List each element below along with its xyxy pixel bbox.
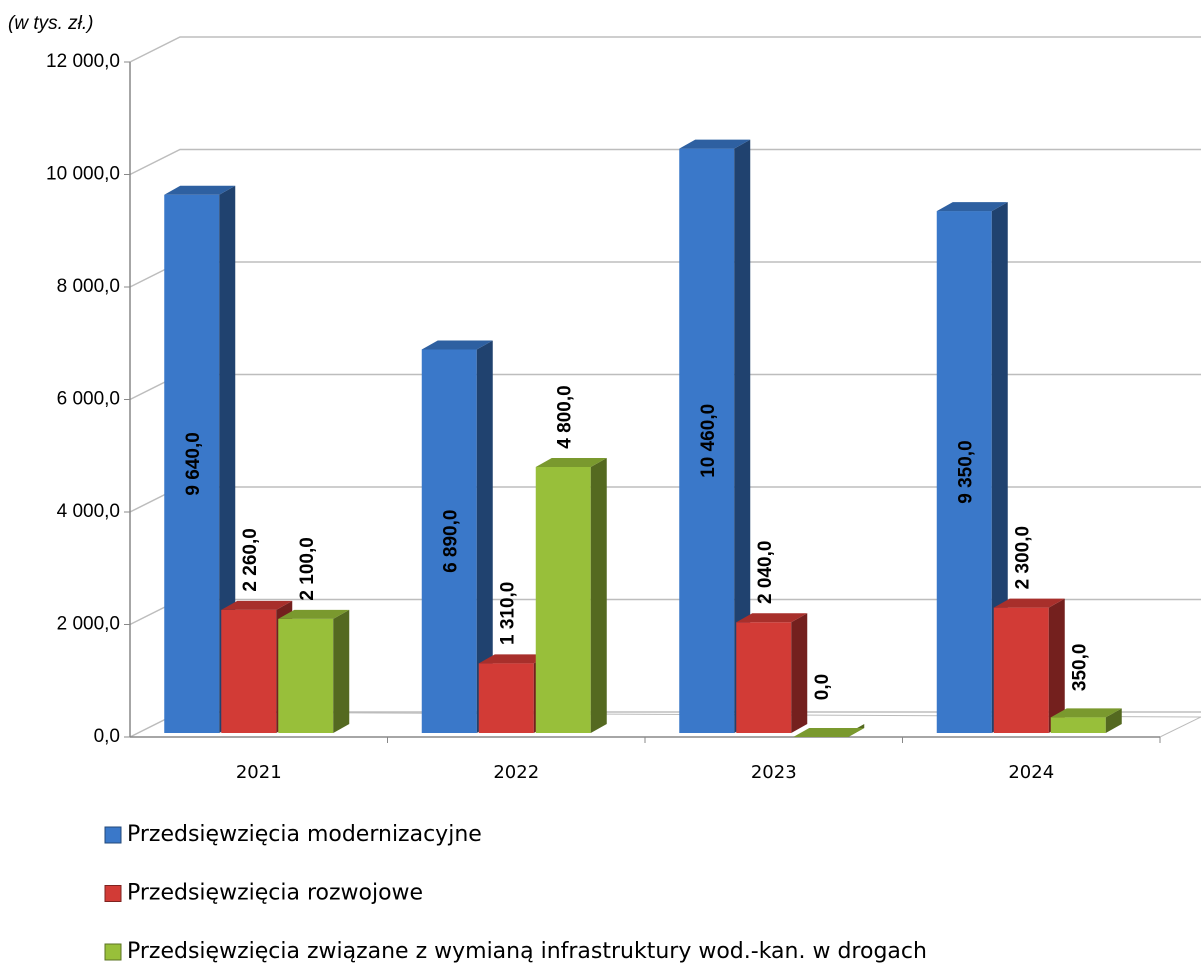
bar-top	[679, 139, 751, 149]
bar-front	[993, 607, 1049, 733]
bar	[535, 458, 607, 733]
x-tick-label: 2022	[493, 762, 539, 783]
legend-swatch	[104, 826, 122, 844]
grid-line	[129, 261, 1201, 288]
y-tick-label: 4 000,0	[57, 501, 120, 522]
grid-line	[129, 373, 1201, 401]
bar-top	[221, 600, 293, 610]
grid-line	[129, 486, 1201, 513]
value-label: 9 350,0	[955, 440, 976, 503]
y-tick-label: 6 000,0	[57, 389, 120, 410]
value-label: 4 800,0	[554, 385, 575, 448]
grid-line	[129, 36, 1201, 63]
bar	[936, 202, 1008, 733]
bar	[278, 609, 350, 733]
bar-front	[535, 467, 591, 733]
bar-top	[478, 654, 550, 664]
bar-front	[421, 349, 477, 733]
bar-side	[333, 609, 350, 733]
bar-top	[793, 728, 865, 737]
chart-subtitle: (w tys. zł.)	[8, 13, 94, 34]
y-tick-label: 10 000,0	[46, 164, 120, 185]
bar-front	[278, 618, 334, 733]
bar-top	[1050, 708, 1122, 718]
value-label: 2 300,0	[1012, 526, 1033, 589]
bar-front	[164, 194, 220, 733]
bar	[1050, 708, 1122, 733]
x-tick-label: 2024	[1008, 762, 1054, 783]
bar-side	[1105, 708, 1122, 733]
value-label: 6 890,0	[440, 510, 461, 573]
x-tick-label: 2023	[751, 762, 797, 783]
bar-front	[1050, 717, 1106, 733]
bar-front	[221, 609, 277, 733]
legend-label: Przedsięwzięcia związane z wymianą infra…	[127, 939, 927, 964]
bar-side	[1048, 598, 1065, 733]
bar-side	[590, 458, 607, 733]
value-label: 10 460,0	[698, 404, 719, 478]
y-tick-label: 12 000,0	[46, 51, 120, 72]
bar-front	[936, 211, 992, 733]
y-tick-label: 2 000,0	[57, 614, 120, 635]
grid-line	[129, 148, 1201, 176]
bar-top	[278, 609, 350, 619]
bar	[736, 613, 808, 733]
value-label: 1 310,0	[497, 582, 518, 645]
legend-label: Przedsięwzięcia rozwojowe	[127, 881, 423, 906]
bar-side	[219, 185, 236, 733]
bar-front	[679, 148, 735, 733]
bar-top	[164, 185, 236, 195]
value-label: 9 640,0	[183, 432, 204, 495]
bar-side	[991, 202, 1008, 733]
bar	[421, 340, 493, 733]
legend-swatch	[104, 943, 122, 961]
bar-side	[791, 613, 808, 733]
x-tick-label: 2021	[236, 762, 282, 783]
bar-side	[476, 340, 493, 733]
bar-front	[736, 622, 792, 733]
y-tick-label: 0,0	[94, 726, 120, 747]
bar-top	[421, 340, 493, 350]
bar-top	[535, 458, 607, 467]
bar-top	[936, 202, 1008, 212]
bar	[164, 185, 236, 733]
bar-top	[993, 598, 1065, 608]
legend-swatch	[104, 885, 122, 902]
bar	[793, 724, 865, 737]
value-label: 2 260,0	[240, 528, 261, 591]
bar-front	[478, 663, 534, 733]
y-tick-label: 8 000,0	[57, 276, 120, 297]
value-label: 0,0	[812, 674, 833, 700]
legend-label: Przedsięwzięcia modernizacyjne	[127, 822, 482, 847]
value-label: 2 100,0	[297, 537, 318, 600]
bar-side	[734, 139, 751, 733]
value-label: 350,0	[1069, 644, 1090, 692]
value-label: 2 040,0	[755, 541, 776, 604]
bar	[993, 598, 1065, 733]
bar	[679, 139, 751, 733]
bar-top	[736, 613, 808, 623]
